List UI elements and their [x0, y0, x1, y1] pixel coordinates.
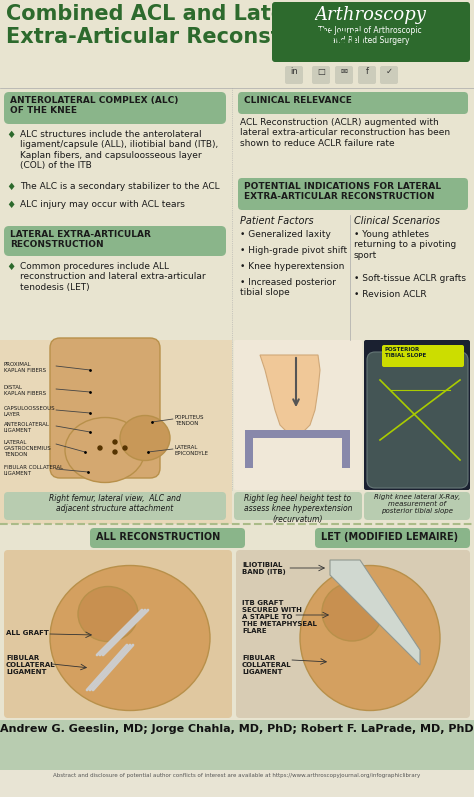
Bar: [0, 770, 474, 797]
Text: Patient Factors: Patient Factors: [240, 216, 314, 226]
FancyBboxPatch shape: [335, 66, 353, 84]
Text: in: in: [290, 67, 298, 76]
FancyBboxPatch shape: [312, 66, 330, 84]
FancyBboxPatch shape: [238, 92, 468, 114]
FancyBboxPatch shape: [364, 340, 470, 490]
Text: Abstract and disclosure of potential author conflicts of interest are available : Abstract and disclosure of potential aut…: [54, 773, 420, 778]
Ellipse shape: [50, 566, 210, 710]
Text: CLINICAL RELEVANCE: CLINICAL RELEVANCE: [244, 96, 352, 105]
Text: FIBULAR COLLATERAL
LIGAMENT: FIBULAR COLLATERAL LIGAMENT: [4, 465, 63, 476]
FancyBboxPatch shape: [272, 2, 470, 62]
FancyBboxPatch shape: [367, 352, 468, 488]
FancyBboxPatch shape: [4, 492, 226, 520]
Ellipse shape: [300, 566, 440, 710]
Text: Right femur, lateral view,  ALC and
adjacent structure attachment: Right femur, lateral view, ALC and adjac…: [49, 494, 181, 513]
Text: Clinical Scenarios: Clinical Scenarios: [354, 216, 440, 226]
FancyBboxPatch shape: [364, 492, 470, 520]
Text: ♦: ♦: [6, 130, 15, 140]
Text: ANTEROLATERAL
LIGAMENT: ANTEROLATERAL LIGAMENT: [4, 422, 50, 433]
Bar: [342, 438, 350, 468]
Text: ILIOTIBIAL
BAND (ITB): ILIOTIBIAL BAND (ITB): [242, 562, 286, 575]
Bar: [245, 438, 253, 468]
Text: • Knee hyperextension: • Knee hyperextension: [240, 262, 345, 271]
FancyBboxPatch shape: [234, 340, 362, 490]
FancyBboxPatch shape: [234, 492, 362, 520]
Text: • Soft-tissue ACLR grafts: • Soft-tissue ACLR grafts: [354, 274, 466, 283]
Text: ALL GRAFT: ALL GRAFT: [6, 630, 49, 636]
Text: Combined ACL and Lateral
Extra-Articular Reconstruction: Combined ACL and Lateral Extra-Articular…: [6, 4, 365, 47]
Text: PROXIMAL
KAPLAN FIBERS: PROXIMAL KAPLAN FIBERS: [4, 362, 46, 373]
Text: POPLITEUS
TENDON: POPLITEUS TENDON: [175, 415, 204, 426]
Bar: [245, 430, 350, 438]
Text: ♦: ♦: [6, 200, 15, 210]
Text: • High-grade pivot shift: • High-grade pivot shift: [240, 246, 347, 255]
Text: ANTEROLATERAL COMPLEX (ALC)
OF THE KNEE: ANTEROLATERAL COMPLEX (ALC) OF THE KNEE: [10, 96, 178, 116]
Text: ♦: ♦: [6, 182, 15, 192]
Circle shape: [113, 450, 117, 454]
Text: LATERAL EXTRA-ARTICULAR
RECONSTRUCTION: LATERAL EXTRA-ARTICULAR RECONSTRUCTION: [10, 230, 151, 249]
Text: • Increased posterior
tibial slope: • Increased posterior tibial slope: [240, 278, 336, 297]
Text: LATERAL
GASTROCNEMIUS
TENDON: LATERAL GASTROCNEMIUS TENDON: [4, 440, 52, 457]
Text: POSTERIOR
TIBIAL SLOPE: POSTERIOR TIBIAL SLOPE: [385, 347, 426, 358]
Bar: [0, 524, 474, 720]
Bar: [0, 340, 232, 550]
Polygon shape: [260, 355, 320, 435]
Text: LATERAL
EPICONDYLE: LATERAL EPICONDYLE: [175, 445, 209, 456]
FancyBboxPatch shape: [236, 550, 470, 718]
FancyBboxPatch shape: [90, 528, 245, 548]
Text: ALC structures include the anterolateral
ligament/capsule (ALL), iliotibial band: ALC structures include the anterolateral…: [20, 130, 218, 171]
Bar: [272, 64, 470, 86]
Text: ♦: ♦: [6, 262, 15, 272]
FancyBboxPatch shape: [50, 338, 160, 478]
Text: ITB GRAFT
SECURED WITH
A STAPLE TO
THE METAPHYSEAL
FLARE: ITB GRAFT SECURED WITH A STAPLE TO THE M…: [242, 600, 317, 634]
Bar: [0, 720, 474, 770]
Text: Common procedures include ALL
reconstruction and lateral extra-articular
tenodes: Common procedures include ALL reconstruc…: [20, 262, 206, 292]
Text: f: f: [365, 67, 368, 76]
Text: CAPSULOOSSEOUS
LAYER: CAPSULOOSSEOUS LAYER: [4, 406, 55, 417]
FancyBboxPatch shape: [4, 226, 226, 256]
Text: □: □: [317, 67, 325, 76]
Text: ✓: ✓: [385, 67, 392, 76]
FancyBboxPatch shape: [358, 66, 376, 84]
Polygon shape: [330, 560, 420, 665]
Bar: [0, 0, 474, 88]
Ellipse shape: [120, 415, 170, 461]
FancyBboxPatch shape: [315, 528, 470, 548]
Circle shape: [98, 446, 102, 450]
FancyBboxPatch shape: [382, 345, 464, 367]
Text: POTENTIAL INDICATIONS FOR LATERAL
EXTRA-ARTICULAR RECONSTRUCTION: POTENTIAL INDICATIONS FOR LATERAL EXTRA-…: [244, 182, 441, 202]
Text: ALC injury may occur with ACL tears: ALC injury may occur with ACL tears: [20, 200, 185, 209]
Text: • Revision ACLR: • Revision ACLR: [354, 290, 427, 299]
Text: FIBULAR
COLLATERAL
LIGAMENT: FIBULAR COLLATERAL LIGAMENT: [6, 655, 55, 675]
Text: Right knee lateral X-Ray,
measurement of
posterior tibial slope: Right knee lateral X-Ray, measurement of…: [374, 494, 460, 514]
Text: FIBULAR
COLLATERAL
LIGAMENT: FIBULAR COLLATERAL LIGAMENT: [242, 655, 292, 675]
Text: • Generalized laxity: • Generalized laxity: [240, 230, 331, 239]
Circle shape: [123, 446, 127, 450]
Text: DISTAL
KAPLAN FIBERS: DISTAL KAPLAN FIBERS: [4, 385, 46, 396]
Text: ALL RECONSTRUCTION: ALL RECONSTRUCTION: [96, 532, 220, 542]
Ellipse shape: [78, 587, 138, 642]
FancyBboxPatch shape: [380, 66, 398, 84]
FancyBboxPatch shape: [4, 92, 226, 124]
Text: Arthroscopy: Arthroscopy: [314, 6, 426, 24]
Ellipse shape: [322, 583, 382, 641]
Ellipse shape: [65, 418, 145, 482]
Text: Andrew G. Geeslin, MD; Jorge Chahla, MD, PhD; Robert F. LaPrade, MD, PhD: Andrew G. Geeslin, MD; Jorge Chahla, MD,…: [0, 724, 474, 734]
Text: • Young athletes
returning to a pivoting
sport: • Young athletes returning to a pivoting…: [354, 230, 456, 260]
Text: ✉: ✉: [340, 67, 347, 76]
Text: Right leg heel height test to
assess knee hyperextension
(recurvatum): Right leg heel height test to assess kne…: [244, 494, 352, 524]
Circle shape: [113, 440, 117, 444]
FancyBboxPatch shape: [238, 178, 468, 210]
Text: LET (MODIFIED LEMAIRE): LET (MODIFIED LEMAIRE): [321, 532, 458, 542]
Text: The ALC is a secondary stabilizer to the ACL: The ALC is a secondary stabilizer to the…: [20, 182, 219, 191]
FancyBboxPatch shape: [4, 550, 232, 718]
Text: ACL Reconstruction (ACLR) augmented with
lateral extra-articular reconstruction : ACL Reconstruction (ACLR) augmented with…: [240, 118, 450, 147]
FancyBboxPatch shape: [285, 66, 303, 84]
Text: The Journal of Arthroscopic
and Related Surgery: The Journal of Arthroscopic and Related …: [318, 26, 422, 45]
